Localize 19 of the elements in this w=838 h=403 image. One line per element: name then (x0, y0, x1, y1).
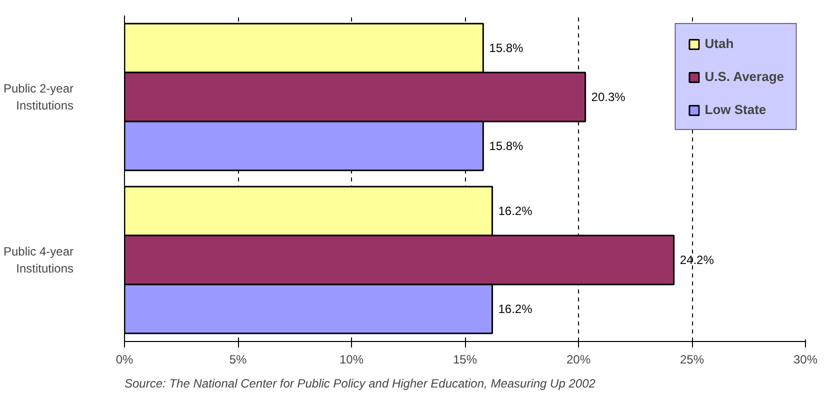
data-label: 15.8% (489, 41, 524, 56)
x-tick-label: 0% (116, 352, 134, 366)
x-tick-label: 10% (339, 352, 364, 366)
data-label: 24.2% (680, 253, 714, 267)
data-label: 16.2% (498, 204, 533, 218)
x-tick-label: 25% (680, 352, 704, 366)
data-label: 16.2% (498, 302, 533, 316)
legend-label: Utah (704, 36, 734, 51)
legend-label: Low State (704, 102, 766, 117)
x-tick-label: 15% (452, 352, 478, 366)
x-tick-label: 5% (229, 352, 247, 366)
y-tick-label: Public 2-year Institutions (3, 82, 74, 112)
x-tick-label: 30% (793, 352, 818, 366)
data-label: 20.3% (591, 90, 626, 104)
y-tick-label: Public 4-year Institutions (3, 244, 74, 276)
x-tick-label: 20% (566, 352, 591, 366)
source-note: Source: The National Center for Public Policy and Higher Education, Measuring Up 2002 (124, 376, 596, 390)
legend-label: U.S. Average (704, 69, 784, 84)
data-label: 15.8% (489, 138, 524, 153)
